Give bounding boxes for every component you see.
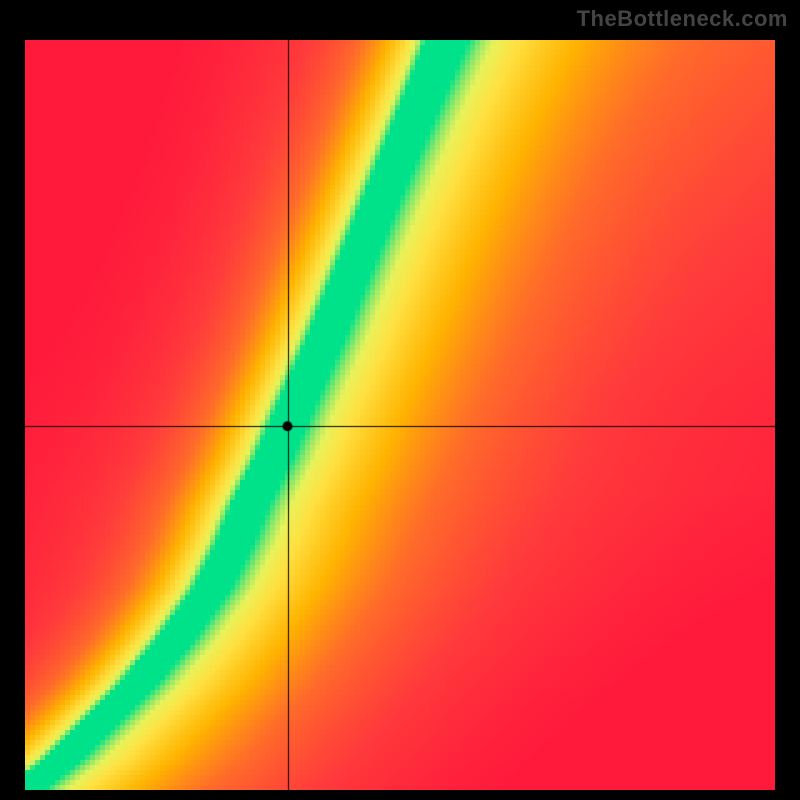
crosshair-overlay <box>25 40 775 790</box>
watermark-text: TheBottleneck.com <box>577 6 788 32</box>
chart-container: TheBottleneck.com <box>0 0 800 800</box>
